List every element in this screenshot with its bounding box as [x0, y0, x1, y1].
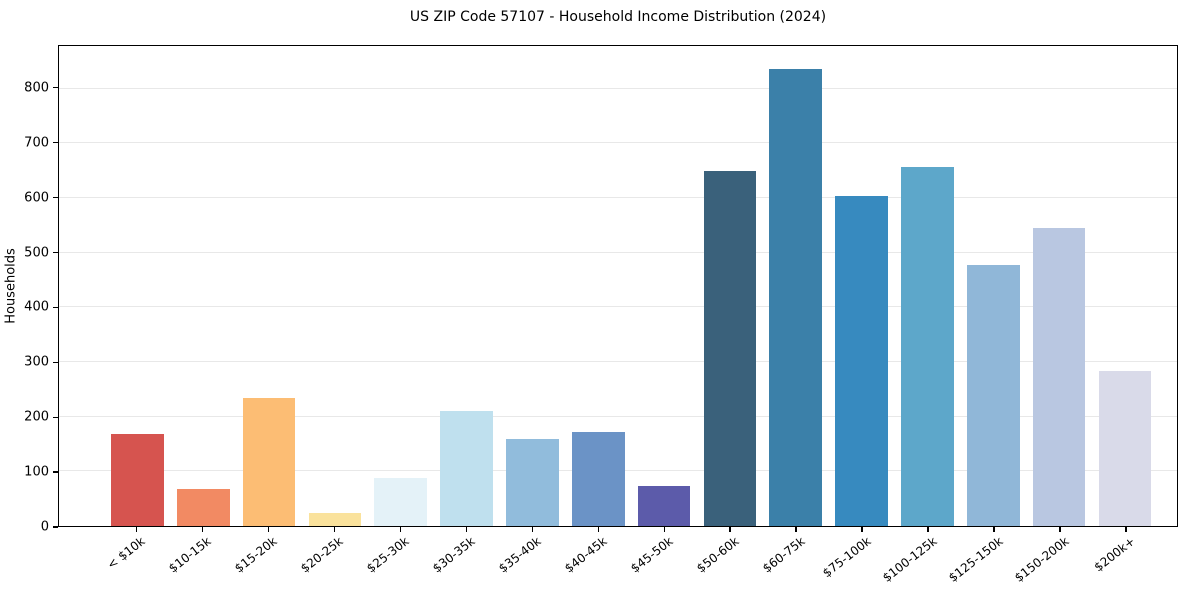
- x-tick-mark: [597, 527, 599, 532]
- y-tick-mark: [53, 471, 58, 473]
- y-tick-mark: [53, 526, 58, 528]
- x-tick-label: $150-200k: [1011, 534, 1072, 585]
- x-tick-mark: [663, 527, 665, 532]
- y-tick-mark: [53, 142, 58, 144]
- x-tick-label: $45-50k: [628, 534, 676, 576]
- x-tick-label: $20-25k: [298, 534, 346, 576]
- x-tick-label: $60-75k: [760, 534, 808, 576]
- x-tick-mark: [1059, 527, 1061, 532]
- bar: [440, 411, 493, 526]
- x-tick-label: $15-20k: [232, 534, 281, 576]
- y-tick-mark: [53, 251, 58, 254]
- bar: [111, 434, 164, 526]
- x-tick-label: $125-150k: [945, 534, 1006, 585]
- gridline: [59, 306, 1177, 308]
- x-tick-mark: [465, 527, 467, 532]
- plot-area: [58, 45, 1178, 527]
- x-tick-mark: [861, 527, 863, 532]
- x-tick-label: $200k+: [1091, 534, 1138, 575]
- gridline: [59, 361, 1177, 362]
- bar: [835, 196, 888, 526]
- y-tick-label: 400: [24, 299, 49, 315]
- gridline: [59, 87, 1177, 89]
- gridline: [59, 142, 1177, 144]
- x-tick-mark: [927, 527, 929, 532]
- x-tick-label: $75-100k: [820, 534, 874, 581]
- bar: [637, 486, 691, 526]
- bar: [242, 398, 296, 526]
- x-tick-mark: [993, 527, 995, 532]
- y-tick-mark: [53, 87, 58, 89]
- y-tick-label: 0: [40, 519, 49, 535]
- bar: [374, 477, 428, 526]
- gridline: [59, 415, 1177, 417]
- x-tick-mark: [795, 527, 797, 532]
- x-tick-mark: [135, 527, 138, 532]
- x-tick-label: $25-30k: [364, 534, 412, 576]
- y-tick-label: 200: [24, 409, 49, 425]
- gridline: [59, 196, 1177, 198]
- y-tick-mark: [53, 196, 58, 199]
- bar: [966, 265, 1020, 526]
- x-tick-label: $10-15k: [166, 534, 215, 576]
- y-tick-label: 600: [24, 190, 49, 206]
- x-tick-label: $100-125k: [879, 534, 940, 585]
- y-tick-label: 800: [24, 80, 49, 96]
- bar: [308, 513, 362, 526]
- y-tick-label: 300: [24, 354, 49, 370]
- x-tick-mark: [333, 527, 336, 532]
- bar: [901, 166, 954, 526]
- bar: [1032, 228, 1086, 526]
- x-tick-mark: [201, 527, 204, 532]
- y-tick-mark: [53, 361, 58, 363]
- y-tick-mark: [53, 306, 58, 309]
- x-tick-mark: [399, 527, 401, 532]
- x-tick-label: $35-40k: [496, 534, 544, 576]
- bar: [176, 488, 230, 526]
- bar: [1098, 371, 1152, 526]
- bar: [571, 431, 625, 526]
- x-tick-mark: [729, 527, 731, 532]
- x-tick-label: $30-35k: [430, 534, 478, 576]
- y-tick-label: 100: [24, 464, 49, 480]
- x-tick-label: $50-60k: [694, 534, 742, 576]
- bar: [506, 439, 559, 526]
- chart-title: US ZIP Code 57107 - Household Income Dis…: [409, 9, 827, 25]
- x-tick-mark: [1125, 527, 1127, 532]
- bar: [769, 68, 823, 526]
- y-tick-mark: [53, 416, 58, 418]
- x-tick-label: $40-45k: [562, 534, 610, 576]
- x-tick-mark: [531, 527, 533, 532]
- gridline: [59, 251, 1177, 253]
- x-tick-label: < $10k: [105, 534, 149, 572]
- bar: [703, 170, 757, 526]
- x-tick-mark: [267, 527, 270, 532]
- y-tick-label: 500: [24, 245, 49, 260]
- y-tick-label: 700: [24, 135, 49, 151]
